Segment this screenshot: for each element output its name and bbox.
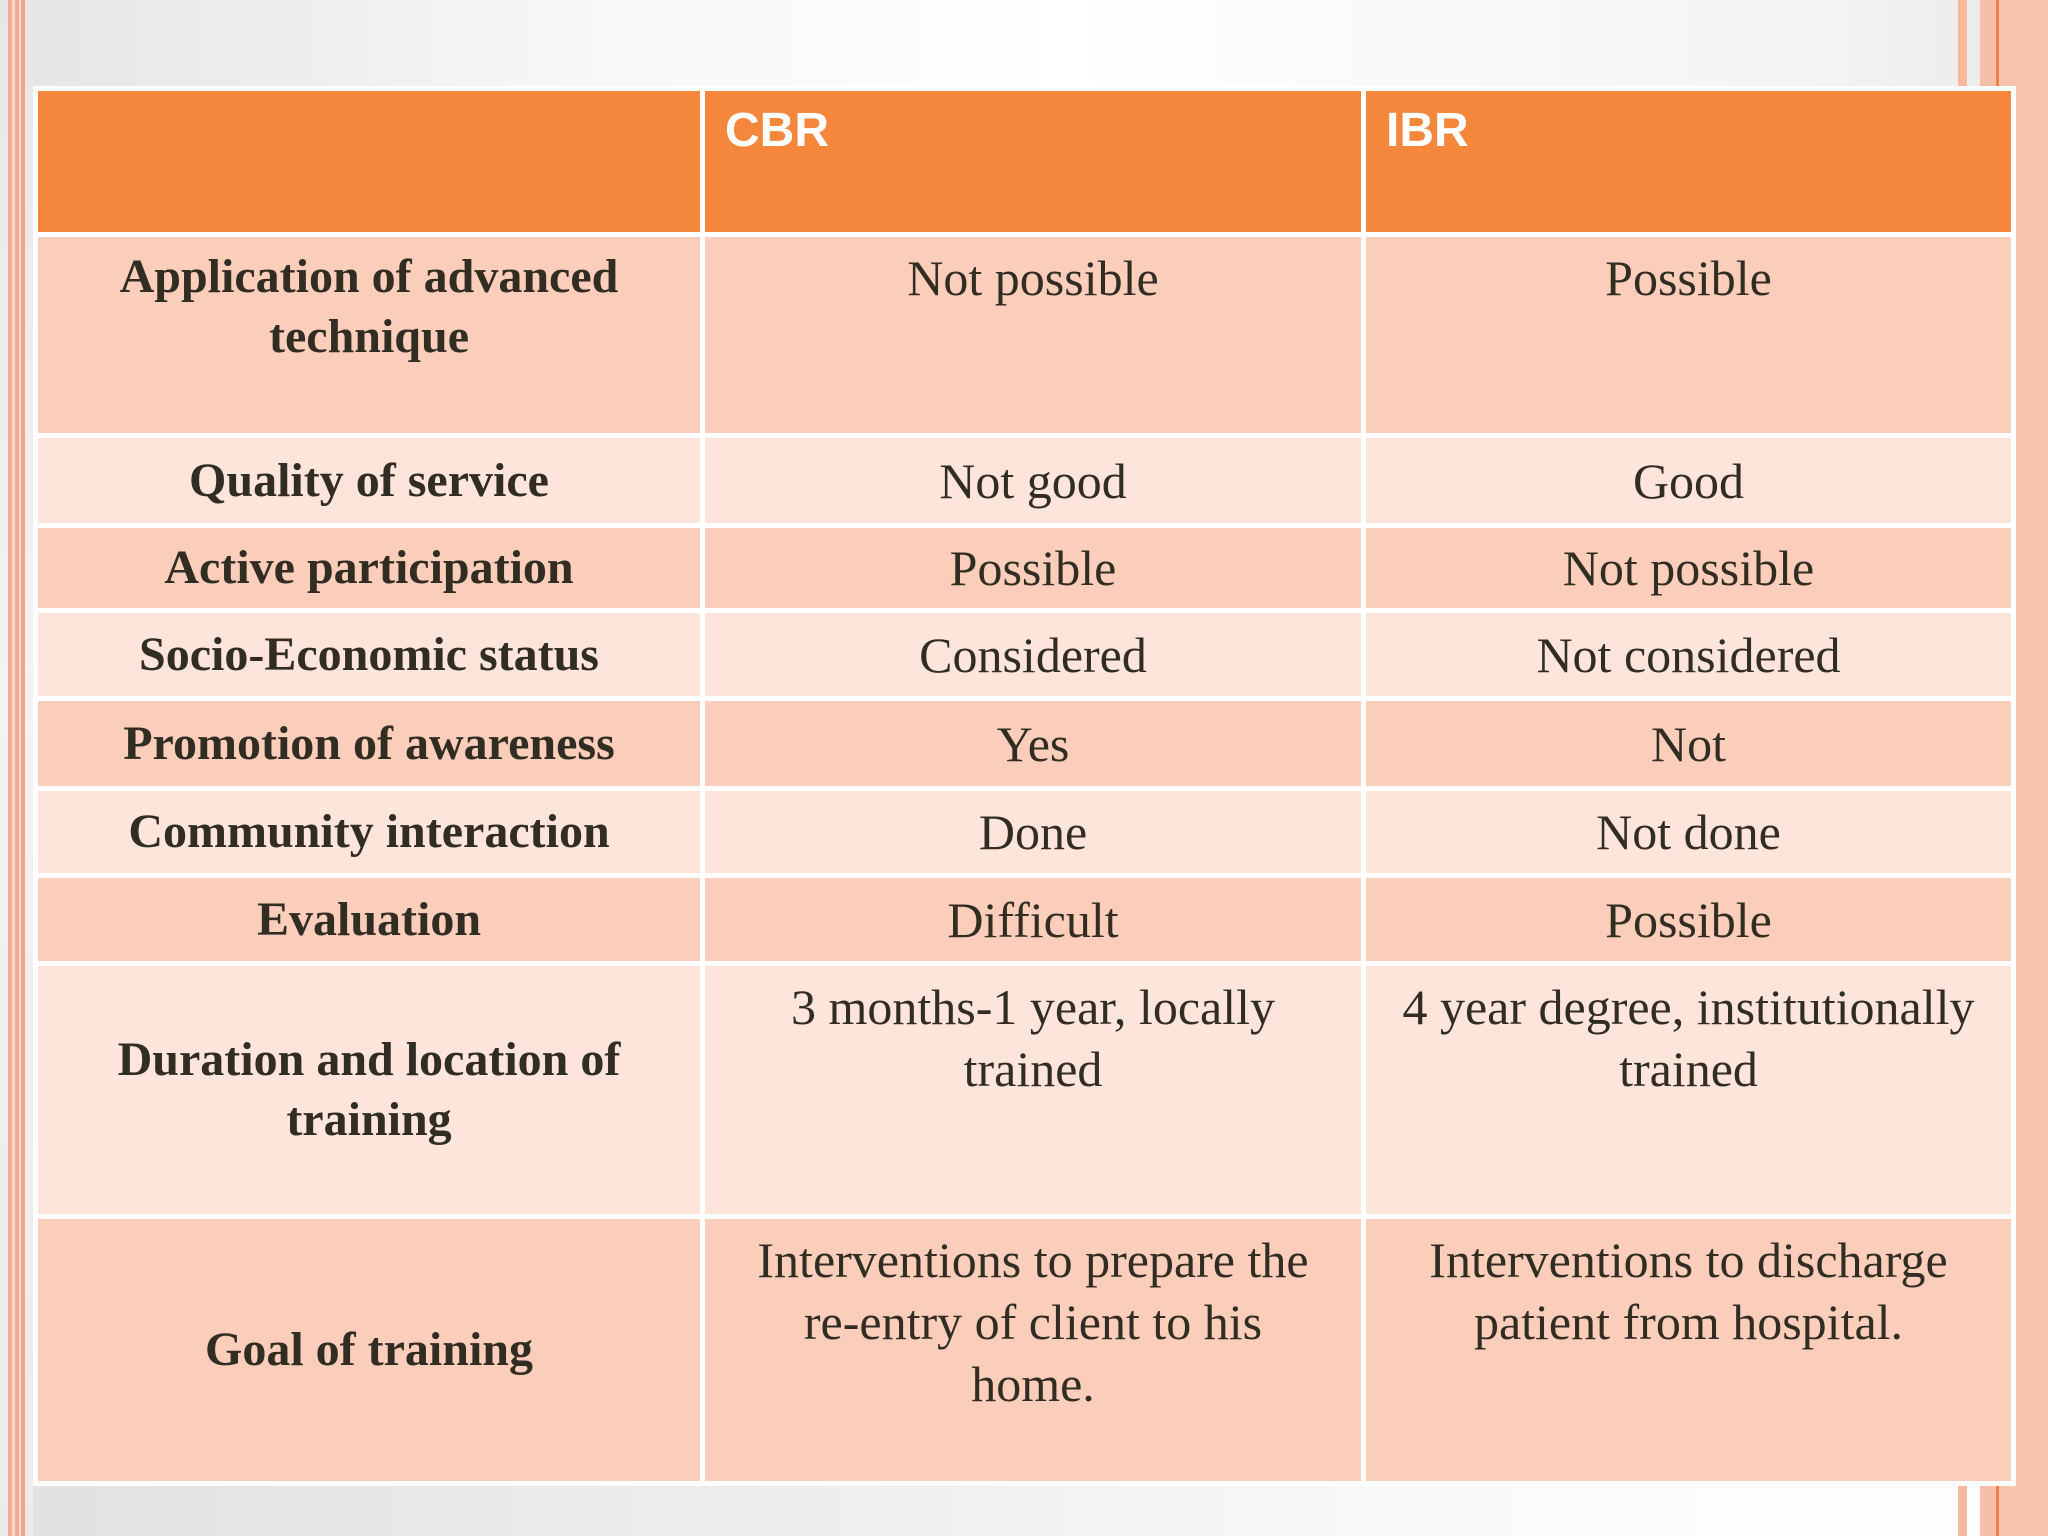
ibr-cell: Possible (1366, 237, 2011, 433)
ibr-cell: 4 year degree, institutionally trained (1366, 966, 2011, 1214)
row-label-cell: Active participation (38, 528, 700, 608)
ibr-cell: Not (1366, 701, 2011, 786)
left-accent-stripe-2 (12, 0, 15, 1536)
cbr-cell: Possible (705, 528, 1361, 608)
ibr-cell: Interventions to discharge patient from … (1366, 1219, 2011, 1481)
row-label-cell: Quality of service (38, 438, 700, 523)
row-label-cell: Community interaction (38, 791, 700, 873)
ibr-cell: Possible (1366, 878, 2011, 961)
ibr-cell: Not done (1366, 791, 2011, 873)
row-label-cell: Application of advanced technique (38, 237, 700, 433)
row-label-cell: Duration and location of training (38, 966, 700, 1214)
cbr-cell: Not possible (705, 237, 1361, 433)
ibr-cell: Not possible (1366, 528, 2011, 608)
header-cell-ibr: IBR (1366, 91, 2011, 232)
comparison-table: CBR IBR Application of advanced techniqu… (33, 86, 2016, 1486)
cbr-cell: Considered (705, 613, 1361, 696)
header-cell-cbr: CBR (705, 91, 1361, 232)
cbr-cell: Yes (705, 701, 1361, 786)
row-label-cell: Goal of training (38, 1219, 700, 1481)
row-label-cell: Evaluation (38, 878, 700, 961)
bottom-gray-band (0, 1480, 2048, 1536)
cbr-cell: Interventions to prepare the re-entry of… (705, 1219, 1361, 1481)
header-cell-blank (38, 91, 700, 232)
ibr-cell: Good (1366, 438, 2011, 523)
top-gray-band (0, 0, 2048, 95)
cbr-cell: 3 months-1 year, locally trained (705, 966, 1361, 1214)
cbr-cell: Not good (705, 438, 1361, 523)
left-accent-stripe-1 (8, 0, 12, 1536)
left-accent-stripe-4 (19, 0, 21, 1536)
cbr-cell: Done (705, 791, 1361, 873)
row-label-cell: Socio-Economic status (38, 613, 700, 696)
left-accent-stripe-5 (21, 0, 25, 1536)
row-label-cell: Promotion of awareness (38, 701, 700, 786)
ibr-cell: Not considered (1366, 613, 2011, 696)
left-accent-stripe-3 (15, 0, 19, 1536)
cbr-cell: Difficult (705, 878, 1361, 961)
